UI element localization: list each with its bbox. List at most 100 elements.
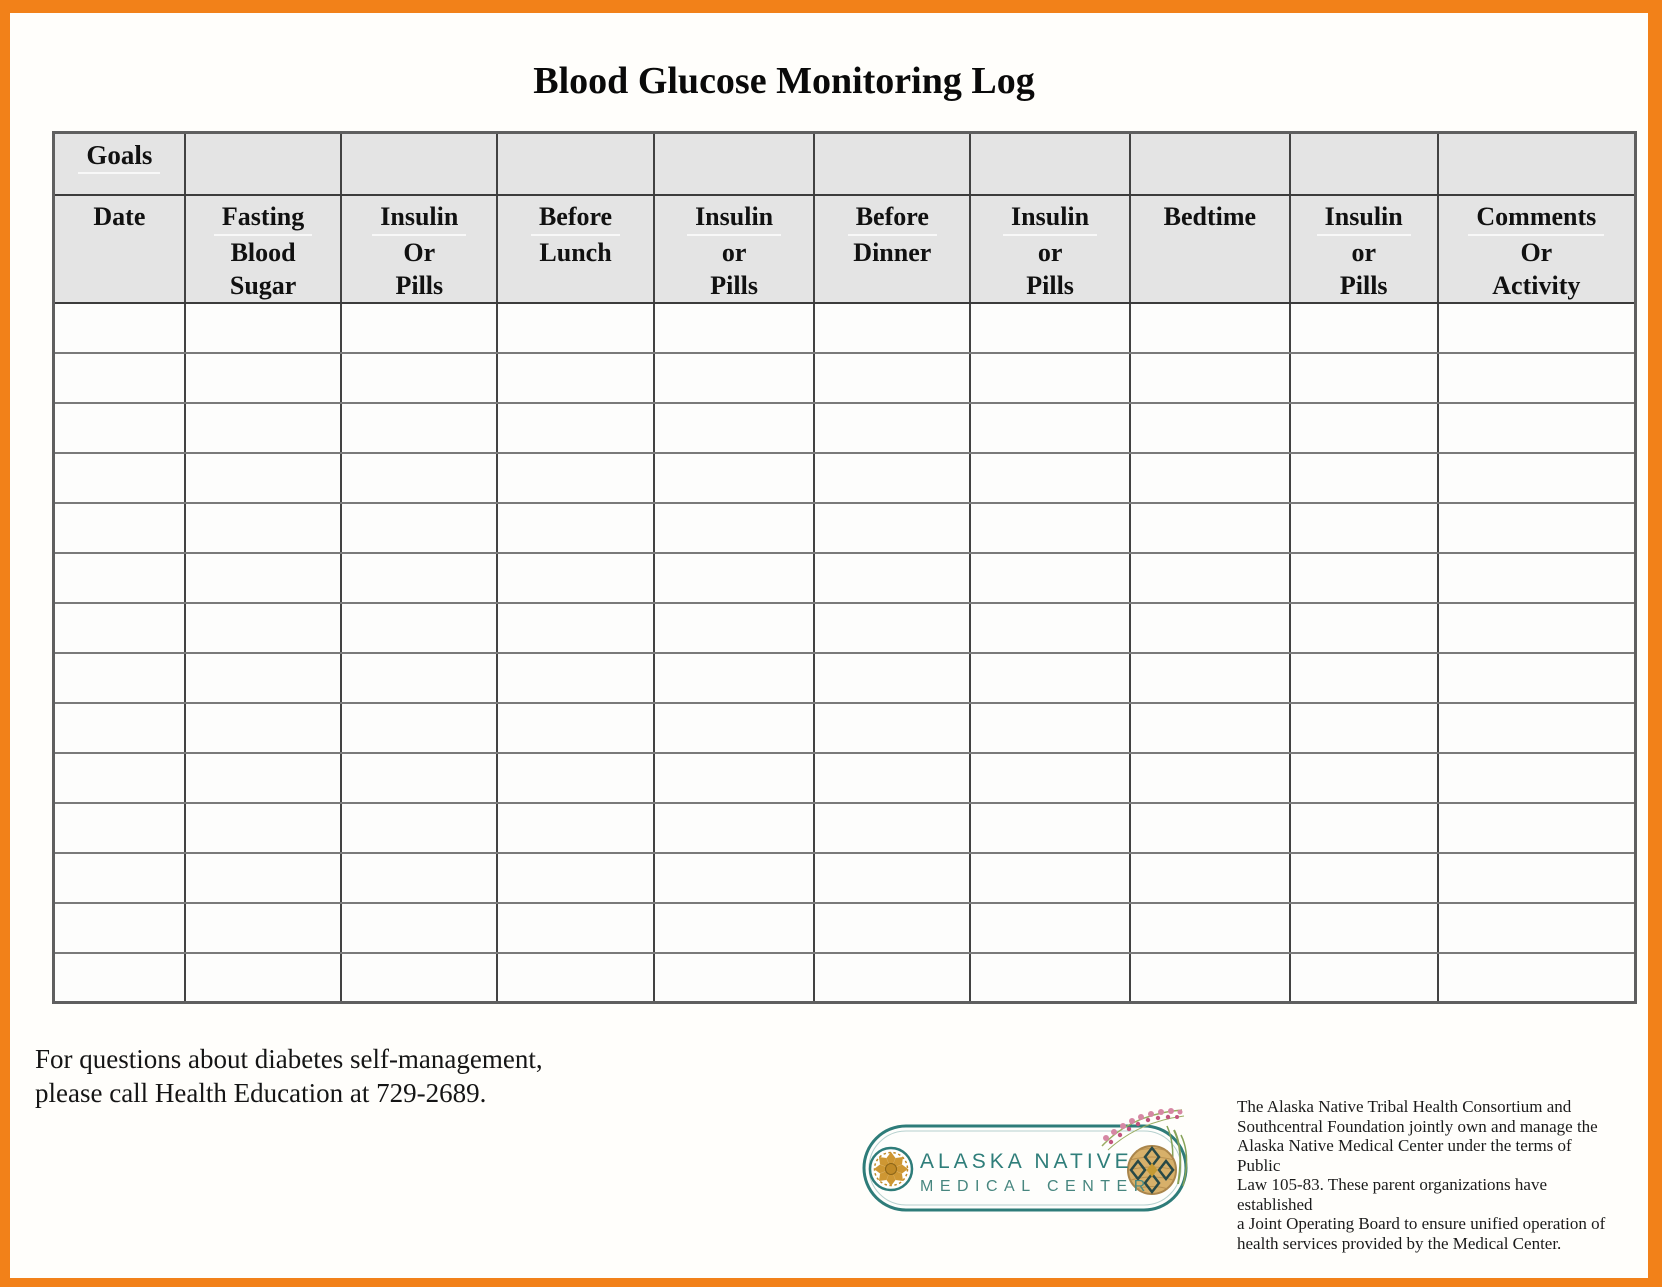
- goals-empty-cell: [813, 131, 972, 196]
- log-entry-row: [52, 601, 1637, 654]
- goals-empty-cell: [496, 131, 655, 196]
- log-cell-insulin-pills-bedtime: [1288, 601, 1439, 654]
- log-cell-insulin-pills-bedtime: [1288, 351, 1439, 404]
- log-entry-row: [52, 751, 1637, 804]
- logo-name-line-1: ALASKA NATIVE: [920, 1150, 1133, 1173]
- log-cell-before-dinner: [813, 901, 972, 954]
- log-cell-insulin-pills-lunch: [652, 451, 816, 504]
- log-cell-date: [52, 401, 186, 454]
- log-cell-insulin-pills-lunch: [652, 351, 816, 404]
- log-cell-insulin-pills-morning: [340, 901, 499, 954]
- log-cell-insulin-pills-morning: [340, 301, 499, 354]
- log-cell-before-lunch: [496, 801, 655, 854]
- column-header-bedtime: Bedtime: [1128, 193, 1291, 304]
- log-cell-insulin-pills-lunch: [652, 501, 816, 554]
- log-cell-before-dinner: [813, 351, 972, 404]
- log-cell-before-lunch: [496, 851, 655, 904]
- disclaimer-line: health services provided by the Medical …: [1237, 1233, 1562, 1253]
- log-cell-before-lunch: [496, 651, 655, 704]
- disclaimer-line: Southcentral Foundation jointly own and …: [1237, 1116, 1598, 1136]
- log-entry-row: [52, 901, 1637, 954]
- anmc-logo-graphic: [862, 1108, 1188, 1212]
- column-header-before-dinner: Before Dinner: [813, 193, 972, 304]
- log-cell-insulin-pills-bedtime: [1288, 451, 1439, 504]
- log-cell-bedtime: [1128, 501, 1291, 554]
- goals-cell: Goals: [52, 131, 186, 196]
- contact-note-line-2: please call Health Education at 729-2689…: [35, 1078, 487, 1108]
- log-cell-comments-activity: [1436, 851, 1637, 904]
- log-cell-before-lunch: [496, 751, 655, 804]
- log-cell-bedtime: [1128, 751, 1291, 804]
- log-cell-comments-activity: [1436, 501, 1637, 554]
- log-cell-bedtime: [1128, 701, 1291, 754]
- log-cell-bedtime: [1128, 301, 1291, 354]
- contact-note: For questions about diabetes self-manage…: [35, 1042, 1648, 1110]
- log-cell-comments-activity: [1436, 451, 1637, 504]
- log-cell-insulin-pills-lunch: [652, 651, 816, 704]
- log-cell-insulin-pills-morning: [340, 751, 499, 804]
- log-cell-insulin-pills-bedtime: [1288, 951, 1439, 1004]
- disclaimer-line: a Joint Operating Board to ensure unifie…: [1237, 1214, 1606, 1233]
- goals-label: Goals: [78, 140, 161, 174]
- log-cell-date: [52, 901, 186, 954]
- log-cell-insulin-pills-bedtime: [1288, 801, 1439, 854]
- log-cell-insulin-pills-morning: [340, 651, 499, 704]
- log-cell-insulin-pills-dinner: [969, 851, 1131, 904]
- log-cell-fasting-blood-sugar: [183, 301, 343, 354]
- log-cell-fasting-blood-sugar: [183, 901, 343, 954]
- ownership-disclaimer: The Alaska Native Tribal Health Consorti…: [1237, 1097, 1617, 1253]
- log-cell-bedtime: [1128, 801, 1291, 854]
- logo-name-line-2: MEDICAL CENTER: [920, 1178, 1152, 1195]
- log-cell-insulin-pills-dinner: [969, 551, 1131, 604]
- log-cell-before-lunch: [496, 701, 655, 754]
- log-cell-insulin-pills-morning: [340, 401, 499, 454]
- log-cell-date: [52, 451, 186, 504]
- goals-empty-cell: [1128, 131, 1291, 196]
- column-header-insulin-pills-morning: Insulin Or Pills: [340, 193, 499, 304]
- logo-pill-outline: [862, 1124, 1188, 1212]
- log-cell-comments-activity: [1436, 351, 1637, 404]
- log-cell-before-lunch: [496, 301, 655, 354]
- log-cell-insulin-pills-morning: [340, 601, 499, 654]
- fireweed-flowers-icon: [1101, 1108, 1185, 1151]
- column-header-insulin-pills-dinner: Insulin or Pills: [969, 193, 1131, 304]
- disclaimer-line: Alaska Native Medical Center under the t…: [1237, 1136, 1572, 1175]
- column-header-insulin-pills-lunch: Insulin or Pills: [652, 193, 816, 304]
- sunburst-emblem-icon: [868, 1146, 914, 1192]
- column-header-insulin-pills-bedtime: Insulin or Pills: [1288, 193, 1439, 304]
- column-header-comments-activity: Comments Or Activity: [1436, 193, 1637, 304]
- log-cell-insulin-pills-lunch: [652, 801, 816, 854]
- column-header-row: Date Fasting Blood Sugar Insulin Or Pills Befor…: [52, 193, 1637, 304]
- log-entry-row: [52, 651, 1637, 704]
- log-entry-row: [52, 951, 1637, 1004]
- log-cell-insulin-pills-bedtime: [1288, 551, 1439, 604]
- log-cell-date: [52, 951, 186, 1004]
- column-header-fasting-blood-sugar: Fasting Blood Sugar: [183, 193, 343, 304]
- anmc-logo: ALASKA NATIVE MEDICAL CENTER: [840, 1088, 1200, 1218]
- log-cell-date: [52, 651, 186, 704]
- log-cell-before-lunch: [496, 951, 655, 1004]
- log-cell-fasting-blood-sugar: [183, 651, 343, 704]
- goals-empty-cell: [1436, 131, 1637, 196]
- log-cell-insulin-pills-bedtime: [1288, 401, 1439, 454]
- log-cell-insulin-pills-dinner: [969, 701, 1131, 754]
- disclaimer-line: The Alaska Native Tribal Health Consorti…: [1237, 1097, 1572, 1116]
- log-cell-insulin-pills-dinner: [969, 901, 1131, 954]
- basket-medallion-icon: [1127, 1145, 1177, 1195]
- log-entry-row: [52, 301, 1637, 354]
- goals-empty-cell: [1288, 131, 1439, 196]
- log-cell-before-lunch: [496, 401, 655, 454]
- log-cell-bedtime: [1128, 651, 1291, 704]
- log-cell-bedtime: [1128, 951, 1291, 1004]
- log-cell-date: [52, 851, 186, 904]
- log-cell-before-dinner: [813, 651, 972, 704]
- log-entry-row: [52, 501, 1637, 554]
- log-cell-insulin-pills-dinner: [969, 501, 1131, 554]
- column-header-before-lunch: Before Lunch: [496, 193, 655, 304]
- log-cell-before-dinner: [813, 401, 972, 454]
- log-cell-insulin-pills-morning: [340, 951, 499, 1004]
- log-cell-fasting-blood-sugar: [183, 551, 343, 604]
- log-cell-comments-activity: [1436, 401, 1637, 454]
- log-cell-insulin-pills-bedtime: [1288, 301, 1439, 354]
